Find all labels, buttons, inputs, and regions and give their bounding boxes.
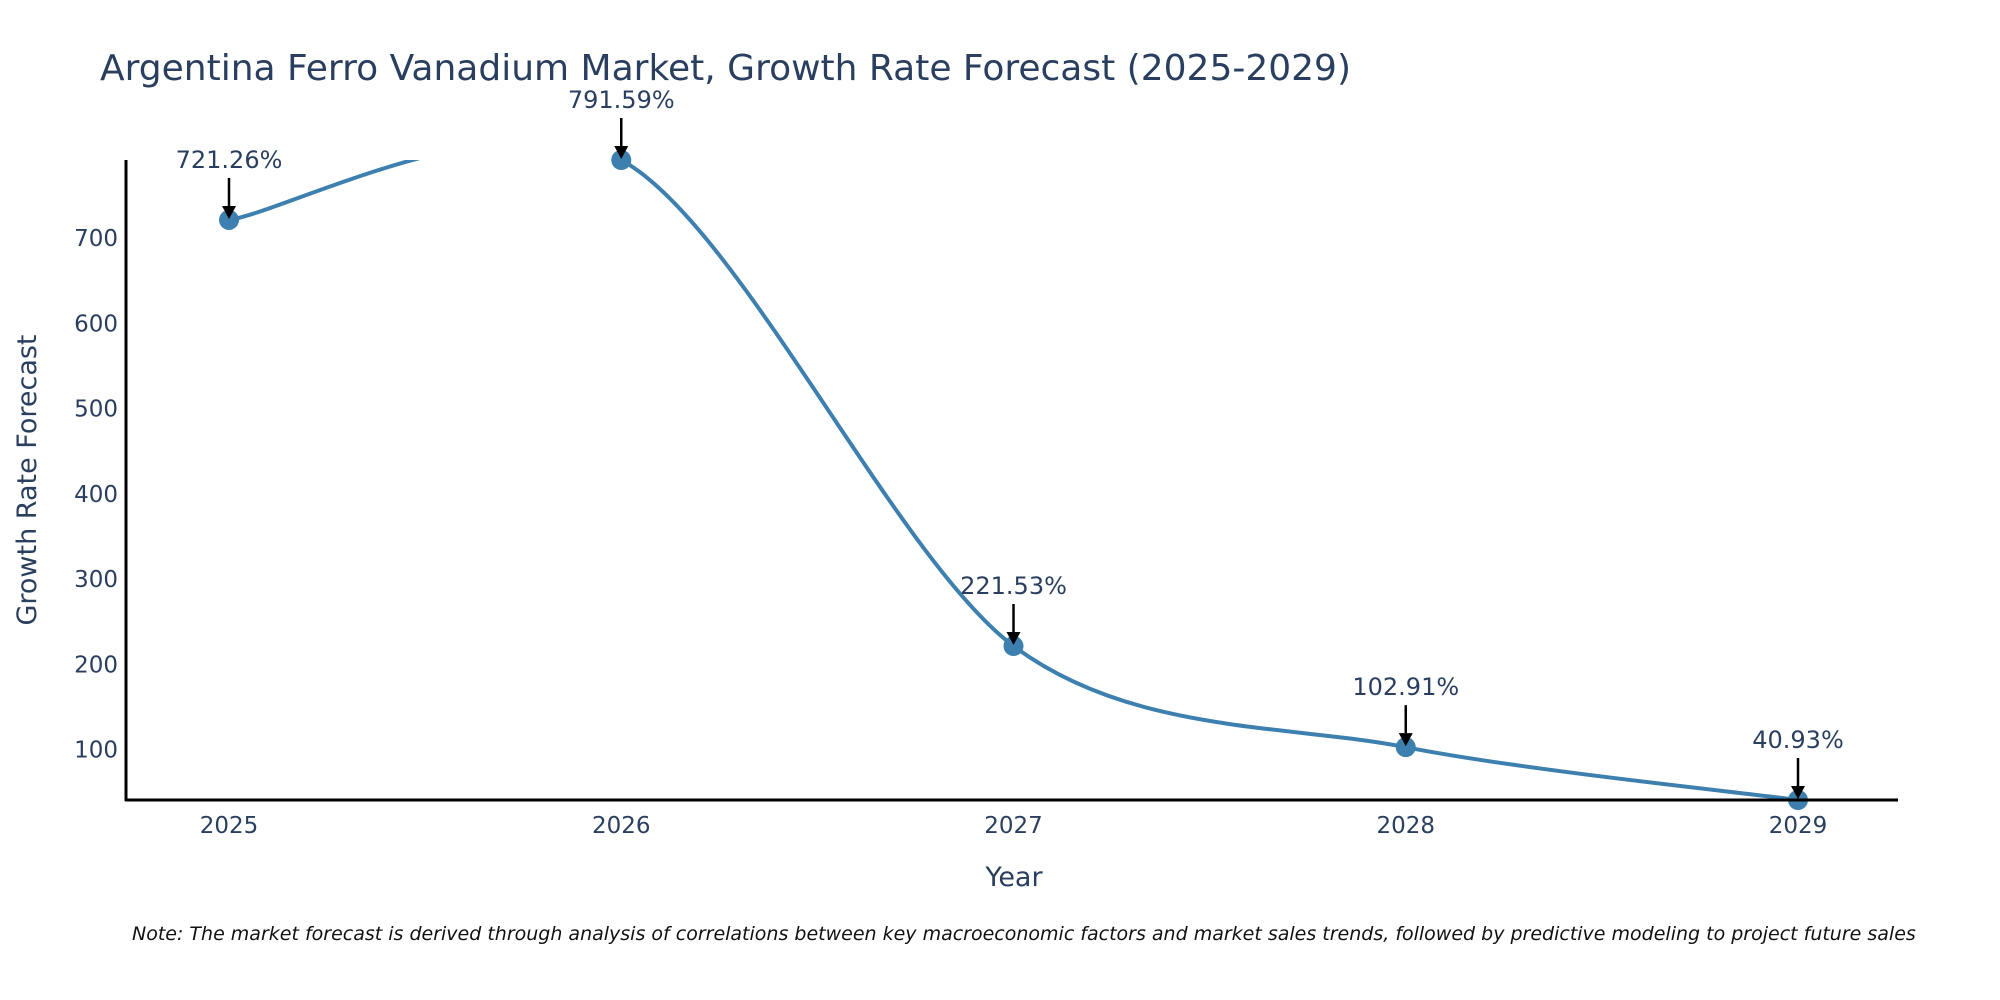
y-tick-label: 500 <box>74 397 118 423</box>
x-tick-label: 2027 <box>984 813 1043 839</box>
data-point-2027[interactable] <box>1003 636 1024 657</box>
x-tick-label: 2028 <box>1376 813 1435 839</box>
data-point-2026[interactable] <box>611 150 632 170</box>
x-tick-label: 2025 <box>200 813 259 839</box>
y-tick-label: 300 <box>74 567 118 593</box>
y-tick-label: 400 <box>74 482 118 508</box>
x-tick-label: 2026 <box>592 813 651 839</box>
data-label-2027: 221.53% <box>960 572 1067 600</box>
data-label-2026: 791.59% <box>568 86 675 114</box>
data-label-2025: 721.26% <box>176 146 283 174</box>
data-label-2029: 40.93% <box>1752 726 1844 754</box>
y-tick-label: 700 <box>74 226 118 252</box>
y-tick-label: 600 <box>74 311 118 337</box>
series-line <box>228 160 1799 800</box>
data-point-2025[interactable] <box>219 209 239 230</box>
annotation-arrow-head <box>1791 786 1805 799</box>
annotation-arrow-head <box>1006 632 1021 646</box>
x-tick-label: 2029 <box>1769 813 1828 839</box>
annotation-arrow-head <box>222 205 236 219</box>
y-tick-label: 200 <box>74 652 118 678</box>
y-axis-title: Growth Rate Forecast <box>12 334 43 625</box>
data-label-2028: 102.91% <box>1352 673 1459 701</box>
data-point-2028[interactable] <box>1395 737 1416 758</box>
chart-title: Argentina Ferro Vanadium Market, Growth … <box>100 48 1351 89</box>
x-axis-title: Year <box>984 862 1043 893</box>
annotation-arrow-head <box>1398 733 1413 747</box>
annotation-arrow-head <box>614 146 629 159</box>
footnote: Note: The market forecast is derived thr… <box>132 923 1916 945</box>
y-tick-label: 100 <box>74 738 118 764</box>
